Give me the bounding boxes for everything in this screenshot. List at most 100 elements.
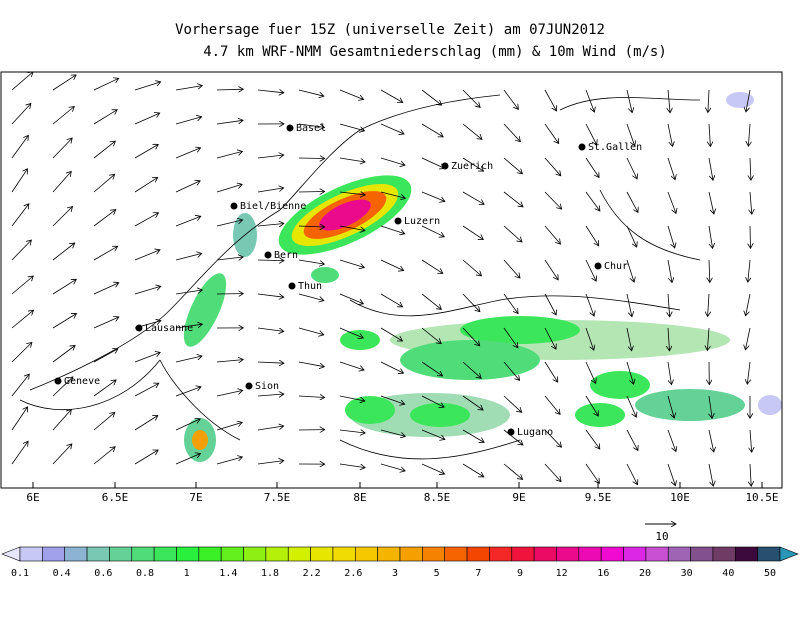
wind-arrow	[421, 463, 445, 474]
wind-arrow	[380, 463, 405, 471]
wind-arrow	[668, 89, 670, 113]
colorbar-label: 12	[556, 568, 568, 579]
colorbar-box	[399, 546, 423, 562]
x-tick-label: 10.5E	[745, 491, 778, 504]
precip-area	[311, 267, 339, 283]
wind-arrow	[708, 191, 714, 214]
wind-arrow	[626, 123, 635, 146]
wind-arrow	[708, 293, 709, 317]
wind-arrow	[134, 82, 161, 91]
wind-arrow	[667, 157, 675, 180]
wind-arrow	[462, 259, 482, 276]
wind-arrow	[544, 463, 561, 482]
wind-arrow	[667, 463, 675, 486]
wind-arrow	[11, 135, 28, 159]
wind-arrow	[298, 123, 325, 127]
colorbar-box	[86, 546, 110, 562]
wind-arrow	[339, 430, 365, 433]
wind-arrow	[134, 177, 158, 193]
wind-arrow	[667, 123, 673, 146]
wind-arrow	[462, 157, 484, 171]
wind-arrow	[626, 259, 634, 282]
wind-arrow	[298, 396, 325, 398]
wind-arrow	[93, 447, 115, 465]
precip-area	[590, 371, 650, 399]
x-tick-label: 6E	[26, 491, 39, 504]
wind-arrow	[380, 157, 405, 165]
colorbar-box	[265, 546, 289, 562]
wind-arrow	[708, 157, 713, 180]
precip-area	[345, 396, 395, 424]
wind-arrow	[339, 293, 363, 304]
colorbar-label: 1.4	[219, 568, 237, 579]
wind-arrow	[339, 327, 363, 338]
wind-arrow	[626, 293, 632, 317]
wind-arrow	[667, 361, 672, 385]
border-line	[19, 94, 701, 460]
wind-arrow	[11, 204, 29, 227]
colorbar-box	[19, 546, 43, 562]
wind-arrow	[544, 429, 562, 447]
wind-arrow	[175, 216, 201, 227]
precip-area	[726, 92, 754, 108]
x-tick-label: 10E	[670, 491, 690, 504]
wind-arrow	[134, 450, 158, 465]
wind-arrow	[380, 293, 403, 307]
wind-arrow	[544, 89, 557, 111]
wind-arrow	[626, 327, 632, 351]
wind-arrow	[380, 327, 403, 341]
colorbar-label: 0.1	[11, 568, 29, 579]
wind-vectors	[11, 72, 752, 487]
wind-arrow	[750, 157, 751, 180]
wind-arrow	[750, 225, 751, 248]
title: Vorhersage fuer 15Z (universelle Zeit) a…	[175, 22, 605, 38]
wind-arrow	[503, 361, 520, 380]
wind-arrow	[93, 141, 115, 159]
city-dot	[507, 428, 515, 436]
wind-arrow	[339, 123, 365, 131]
colorbar-box	[153, 546, 177, 562]
colorbar-box	[690, 546, 714, 562]
wind-arrow	[52, 279, 76, 295]
wind-arrow	[380, 225, 405, 234]
wind-arrow	[11, 441, 28, 465]
colorbar-box	[377, 546, 401, 562]
wind-arrow	[175, 86, 202, 91]
colorbar-box	[198, 546, 222, 562]
wind-arrow	[93, 283, 119, 295]
colorbar-box	[64, 546, 88, 562]
wind-arrow	[380, 429, 405, 436]
colorbar-box	[600, 546, 624, 562]
wind-arrow	[52, 75, 76, 91]
wind-arrow	[503, 225, 522, 242]
city-label: Geneve	[64, 376, 100, 387]
wind-arrow	[668, 293, 670, 317]
wind-arrow	[503, 293, 518, 314]
wind-arrow	[339, 192, 365, 195]
x-tick-label: 6.5E	[102, 491, 129, 504]
wind-arrow	[708, 225, 713, 248]
wind-arrow	[216, 360, 243, 362]
wind-arrow	[421, 123, 443, 137]
x-tick-label: 7E	[189, 491, 202, 504]
wind-arrow	[11, 240, 31, 261]
wind-arrow	[11, 276, 33, 295]
x-tick-label: 8.5E	[424, 491, 451, 504]
x-tick-label: 8E	[353, 491, 366, 504]
wind-arrow	[257, 90, 284, 93]
wind-arrow	[298, 158, 325, 159]
wind-arrow	[257, 426, 284, 431]
wind-arrow	[667, 225, 675, 248]
colorbar-box	[422, 546, 446, 562]
colorbar-arrow	[779, 546, 799, 562]
wind-arrow	[175, 356, 202, 363]
colorbar-box	[466, 546, 490, 562]
wind-arrow	[421, 225, 444, 237]
city-label: Zuerich	[451, 161, 493, 172]
city-label: Luzern	[404, 216, 440, 227]
colorbar-label: 2.2	[303, 568, 321, 579]
wind-arrow	[667, 429, 676, 452]
wind-arrow	[216, 89, 243, 90]
city-dot	[264, 251, 272, 259]
